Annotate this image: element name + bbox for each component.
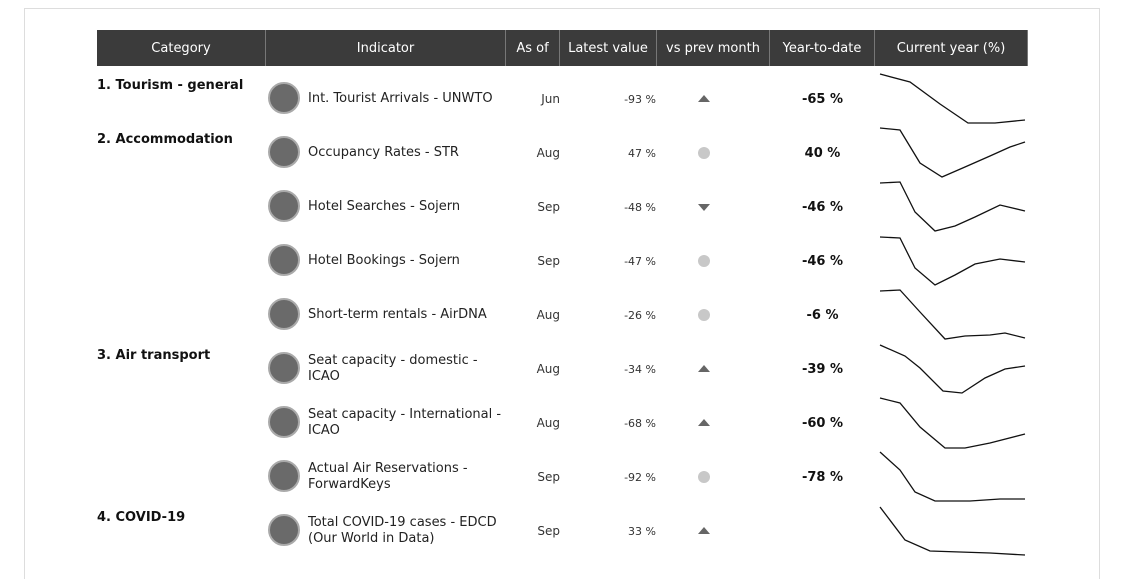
trend-indicator — [698, 95, 710, 102]
year-to-date: -65 % — [801, 91, 844, 107]
header: Category Indicator As of Latest value vs pre… — [97, 30, 1028, 66]
trend-indicator — [698, 309, 710, 321]
icon — [268, 136, 300, 168]
icon — [268, 298, 300, 330]
latest-value: -34 % — [624, 362, 656, 376]
sparkline — [879, 181, 1026, 232]
as-of: Sep — [537, 200, 560, 214]
row: 1. Tourism - general Int. Tourist Arrival… — [97, 72, 1028, 126]
indicator: Total COVID-19 cases - EDCD (Our World i… — [308, 515, 497, 546]
indicator: Occupancy Rates - STR — [308, 145, 459, 160]
icon — [268, 244, 300, 276]
row: 2. Accommodation Occupancy Rates - STR Aug… — [97, 126, 1028, 180]
sparkline — [879, 451, 1025, 502]
column-header: Current year (%) — [875, 30, 1028, 66]
trend-flat — [698, 471, 710, 483]
as-of: Jun — [541, 92, 560, 106]
as-of: Aug — [536, 362, 560, 376]
indicator: Hotel Searches - Sojern — [308, 199, 461, 214]
column-header: As of — [506, 30, 560, 66]
indicator: Seat capacity - domestic - ICAO — [308, 353, 478, 384]
icon — [268, 460, 300, 492]
trend-indicator — [698, 419, 710, 426]
sparkline — [879, 344, 1026, 394]
icon — [268, 82, 300, 114]
year-to-date: -46 % — [801, 253, 844, 269]
icon — [268, 352, 300, 384]
indicator: Int. Tourist Arrivals - UNWTO — [308, 91, 493, 106]
latest-value: -48 % — [624, 200, 656, 214]
indicator: Hotel Bookings - Sojern — [308, 253, 460, 268]
row: 3. Air transport Seat capacity - domestic… — [97, 342, 1028, 396]
year-to-date: -6 % — [806, 307, 839, 323]
latest-value: -92 % — [624, 470, 656, 484]
column-header: Year-to-date — [770, 30, 875, 66]
row: Short-term rentals - AirDNA Aug -26 % -6 % — [97, 288, 1028, 342]
row: Seat capacity - International - ICAO Aug -… — [97, 396, 1028, 450]
year-to-date: -78 % — [801, 469, 844, 485]
trend-up — [698, 365, 710, 372]
sparkline — [879, 73, 1026, 124]
trend-indicator — [698, 204, 710, 211]
trend-up — [698, 419, 710, 426]
icon — [268, 190, 300, 222]
latest-value: -47 % — [624, 254, 656, 268]
category: 3. Air transport — [97, 348, 211, 363]
column-header: vs prev month — [657, 30, 770, 66]
as-of: Aug — [536, 146, 560, 160]
column-header: Indicator — [266, 30, 506, 66]
indicator: Short-term rentals - AirDNA — [308, 307, 487, 322]
latest-value: -93 % — [624, 92, 656, 106]
column-header: Latest value — [560, 30, 657, 66]
indicator: Seat capacity - International - ICAO — [308, 407, 502, 438]
year-to-date: -46 % — [801, 199, 844, 215]
as-of: Sep — [537, 254, 560, 268]
year-to-date: -39 % — [801, 361, 844, 377]
row: Hotel Searches - Sojern Sep -48 % -46 % — [97, 180, 1028, 234]
trend-flat — [698, 309, 710, 321]
trend-indicator — [698, 255, 710, 267]
trend-indicator — [698, 527, 710, 534]
row: Hotel Bookings - Sojern Sep -47 % -46 % — [97, 234, 1028, 288]
latest-value: -68 % — [624, 416, 656, 430]
sparkline — [879, 289, 1026, 340]
latest-value: 47 % — [628, 146, 656, 160]
trend-indicator — [698, 147, 710, 159]
icon — [268, 514, 300, 546]
icon — [268, 406, 300, 438]
year-to-date: -60 % — [801, 415, 844, 431]
as-of: Sep — [537, 524, 560, 538]
trend-indicator — [698, 365, 710, 372]
as-of: Aug — [536, 416, 560, 430]
sparkline — [879, 506, 1026, 556]
row: 4. COVID-19 Total COVID-19 cases - EDCD (… — [97, 504, 1028, 558]
category: 1. Tourism - general — [97, 78, 244, 93]
trend-up — [698, 527, 710, 534]
as-of: Sep — [537, 470, 560, 484]
column-header: Category — [97, 30, 266, 66]
latest-value: -26 % — [624, 308, 656, 322]
category: 4. COVID-19 — [97, 510, 186, 525]
year-to-date: 40 % — [804, 145, 841, 161]
trend-up — [698, 95, 710, 102]
trend-flat — [698, 255, 710, 267]
category: 2. Accommodation — [97, 132, 233, 147]
trend-flat — [698, 147, 710, 159]
indicator: Actual Air Reservations - ForwardKeys — [308, 461, 468, 492]
sparkline — [879, 397, 1026, 449]
as-of: Aug — [536, 308, 560, 322]
frame — [24, 8, 1100, 579]
trend-down — [698, 204, 710, 211]
trend-indicator — [698, 471, 710, 483]
sparkline — [879, 127, 1026, 178]
latest-value: 33 % — [628, 524, 656, 538]
sparkline — [879, 236, 1026, 286]
row: Actual Air Reservations - ForwardKeys Sep… — [97, 450, 1028, 504]
